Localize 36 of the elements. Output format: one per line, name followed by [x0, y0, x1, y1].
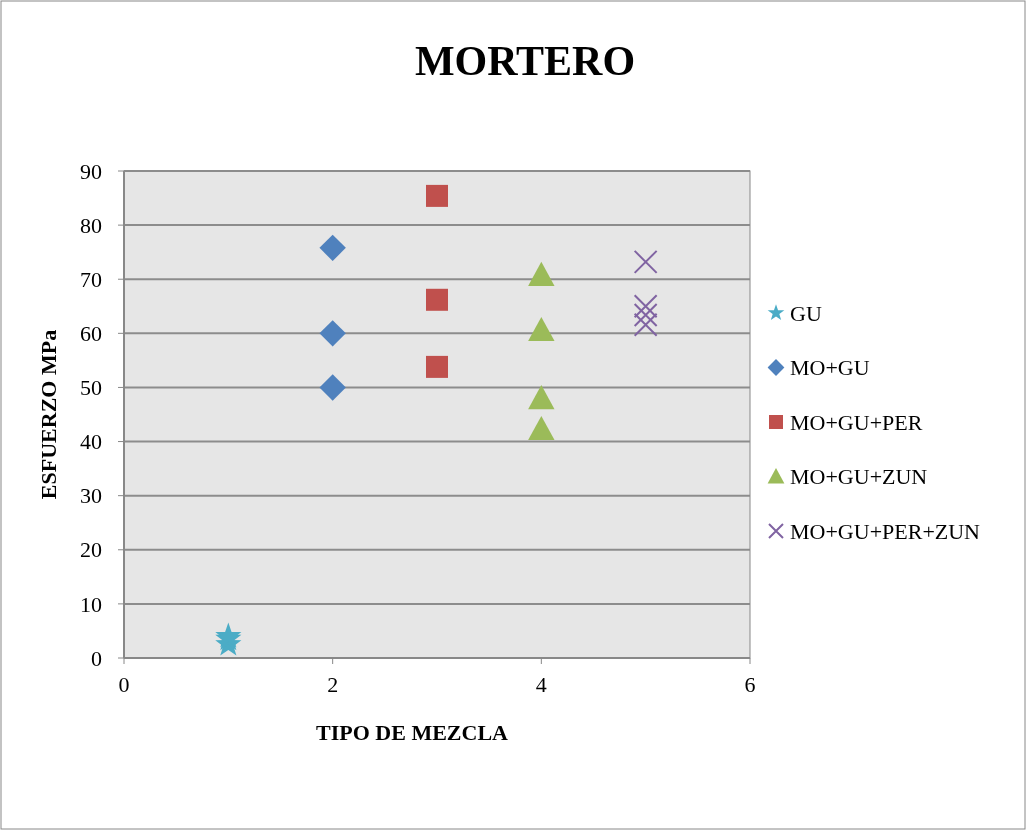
point: [319, 320, 346, 347]
y-tick-label: 40: [80, 429, 102, 455]
point: [426, 288, 448, 311]
point: [528, 415, 555, 441]
point: [319, 374, 346, 401]
y-tick-label: 80: [80, 212, 102, 238]
point: [319, 234, 346, 262]
point: [426, 355, 448, 378]
y-tick-label: 90: [80, 158, 102, 184]
x-tick-label: 0: [118, 672, 130, 697]
x-tick-label: 2: [327, 672, 339, 697]
x-axis-title: TIPO DE MEZCLA: [316, 720, 509, 745]
legend-label: MO+GU+PER+ZUN: [790, 518, 981, 544]
y-tick-label: 20: [80, 537, 102, 563]
point: [426, 184, 448, 207]
y-tick-label: 70: [80, 266, 102, 292]
point: [633, 249, 658, 274]
x-tick-label: 4: [535, 672, 547, 697]
legend-label: MO+GU: [790, 355, 870, 381]
point: [528, 261, 555, 286]
point: [528, 316, 555, 342]
point: [528, 385, 555, 410]
y-tick-label: 10: [80, 591, 102, 617]
chart-title: MORTERO: [414, 38, 636, 84]
y-tick-label: 60: [80, 321, 102, 347]
legend-label: MO+GU+PER: [790, 409, 923, 435]
point: [633, 294, 658, 319]
point: [633, 302, 658, 327]
y-tick-label: 50: [80, 375, 102, 401]
point: [633, 312, 658, 337]
legend-label: GU: [790, 300, 822, 326]
y-tick-label: 30: [80, 483, 102, 509]
legend-label: MO+GU+ZUN: [790, 464, 928, 490]
x-tick-label: 6: [744, 672, 756, 697]
y-tick-label: 0: [91, 645, 102, 671]
y-axis-title: ESFUERZO MPa: [36, 329, 61, 500]
